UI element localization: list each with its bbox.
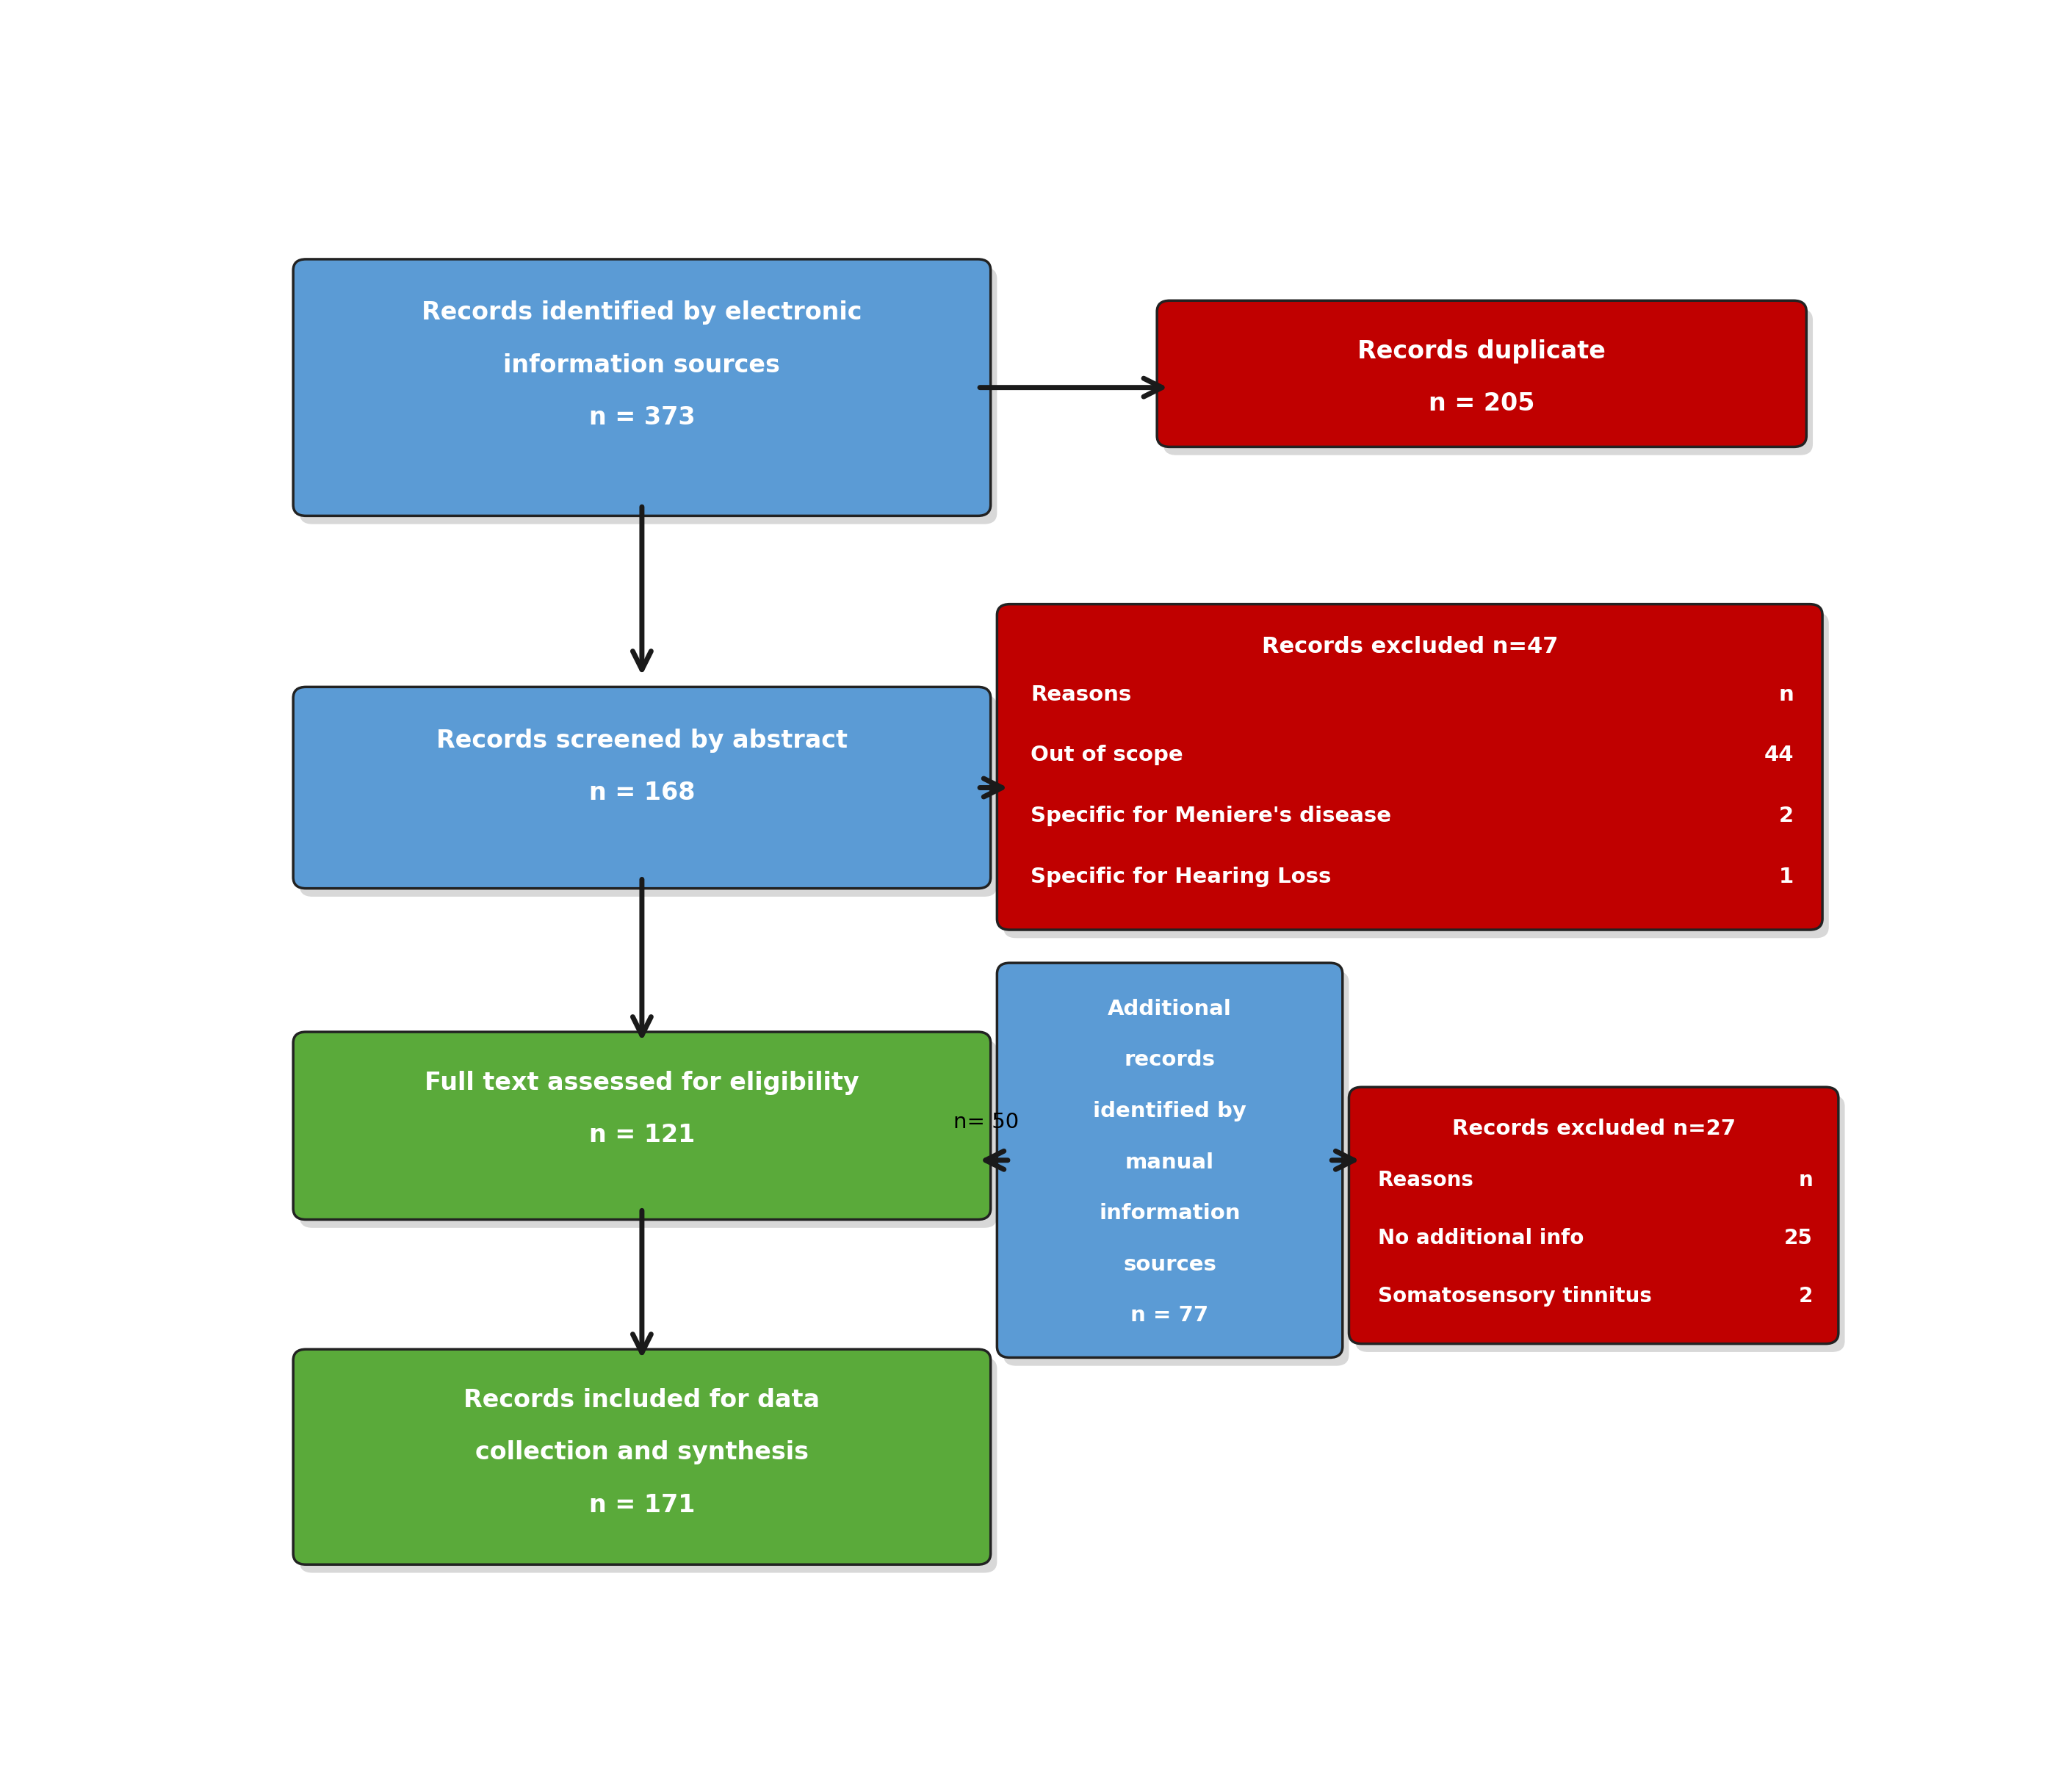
Text: information: information <box>1098 1202 1240 1224</box>
FancyBboxPatch shape <box>1164 308 1812 455</box>
Text: collection and synthesis: collection and synthesis <box>475 1441 809 1464</box>
FancyBboxPatch shape <box>293 1032 991 1220</box>
Text: records: records <box>1125 1050 1216 1070</box>
Text: sources: sources <box>1123 1254 1216 1274</box>
FancyBboxPatch shape <box>293 260 991 516</box>
Text: n = 171: n = 171 <box>588 1493 696 1518</box>
Text: Additional: Additional <box>1108 998 1232 1020</box>
Text: Records screened by abstract: Records screened by abstract <box>436 728 848 753</box>
Text: Out of scope: Out of scope <box>1030 745 1183 765</box>
FancyBboxPatch shape <box>997 962 1342 1358</box>
Text: identified by: identified by <box>1094 1100 1247 1122</box>
FancyBboxPatch shape <box>293 686 991 889</box>
FancyBboxPatch shape <box>1356 1095 1845 1351</box>
Text: 2: 2 <box>1798 1287 1812 1306</box>
FancyBboxPatch shape <box>299 1039 997 1228</box>
Text: Records included for data: Records included for data <box>464 1387 819 1412</box>
Text: manual: manual <box>1125 1152 1214 1172</box>
Text: n = 121: n = 121 <box>588 1124 696 1147</box>
Text: 44: 44 <box>1765 745 1794 765</box>
Text: n = 168: n = 168 <box>588 781 696 805</box>
Text: Somatosensory tinnitus: Somatosensory tinnitus <box>1379 1287 1651 1306</box>
Text: 25: 25 <box>1783 1228 1812 1249</box>
Text: Records duplicate: Records duplicate <box>1358 339 1606 364</box>
Text: n= 50: n= 50 <box>954 1113 1018 1133</box>
Text: Full text assessed for eligibility: Full text assessed for eligibility <box>425 1070 859 1095</box>
FancyBboxPatch shape <box>1350 1088 1839 1344</box>
FancyBboxPatch shape <box>1003 971 1350 1366</box>
FancyBboxPatch shape <box>1003 613 1829 937</box>
Text: information sources: information sources <box>504 353 780 378</box>
Text: 1: 1 <box>1779 866 1794 887</box>
FancyBboxPatch shape <box>299 267 997 523</box>
Text: n: n <box>1798 1170 1812 1190</box>
Text: n = 77: n = 77 <box>1131 1305 1210 1326</box>
Text: Reasons: Reasons <box>1030 685 1131 704</box>
FancyBboxPatch shape <box>293 1349 991 1564</box>
Text: Records excluded n=47: Records excluded n=47 <box>1261 636 1558 658</box>
Text: Reasons: Reasons <box>1379 1170 1474 1190</box>
Text: No additional info: No additional info <box>1379 1228 1583 1249</box>
Text: n = 373: n = 373 <box>588 405 696 430</box>
Text: Specific for Meniere's disease: Specific for Meniere's disease <box>1030 806 1391 826</box>
Text: n = 205: n = 205 <box>1428 392 1536 416</box>
Text: Records identified by electronic: Records identified by electronic <box>421 301 863 324</box>
FancyBboxPatch shape <box>299 1358 997 1573</box>
FancyBboxPatch shape <box>299 695 997 896</box>
Text: Records excluded n=27: Records excluded n=27 <box>1451 1118 1736 1140</box>
Text: Specific for Hearing Loss: Specific for Hearing Loss <box>1030 866 1331 887</box>
Text: 2: 2 <box>1779 806 1794 826</box>
FancyBboxPatch shape <box>997 604 1823 930</box>
FancyBboxPatch shape <box>1158 301 1806 446</box>
Text: n: n <box>1779 685 1794 704</box>
